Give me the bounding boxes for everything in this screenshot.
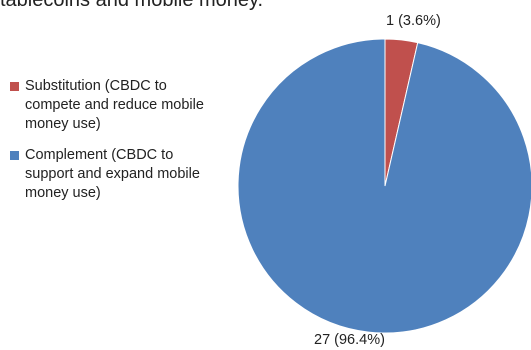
pie-slices	[237, 38, 531, 334]
legend-swatch-substitution	[10, 82, 19, 91]
pie-slice-complement	[237, 38, 531, 334]
data-label-substitution: 1 (3.6%)	[386, 13, 441, 29]
caption-fragment: tablecoins and mobile money.	[0, 0, 264, 11]
legend-item-complement: Complement (CBDC to support and expand m…	[10, 146, 215, 203]
legend-swatch-complement	[10, 151, 19, 160]
chart-legend: Substitution (CBDC to compete and reduce…	[10, 77, 215, 215]
legend-label-complement: Complement (CBDC to support and expand m…	[25, 147, 200, 201]
data-label-complement: 27 (96.4%)	[314, 332, 385, 348]
legend-label-substitution: Substitution (CBDC to compete and reduce…	[25, 78, 204, 132]
legend-item-substitution: Substitution (CBDC to compete and reduce…	[10, 77, 215, 134]
